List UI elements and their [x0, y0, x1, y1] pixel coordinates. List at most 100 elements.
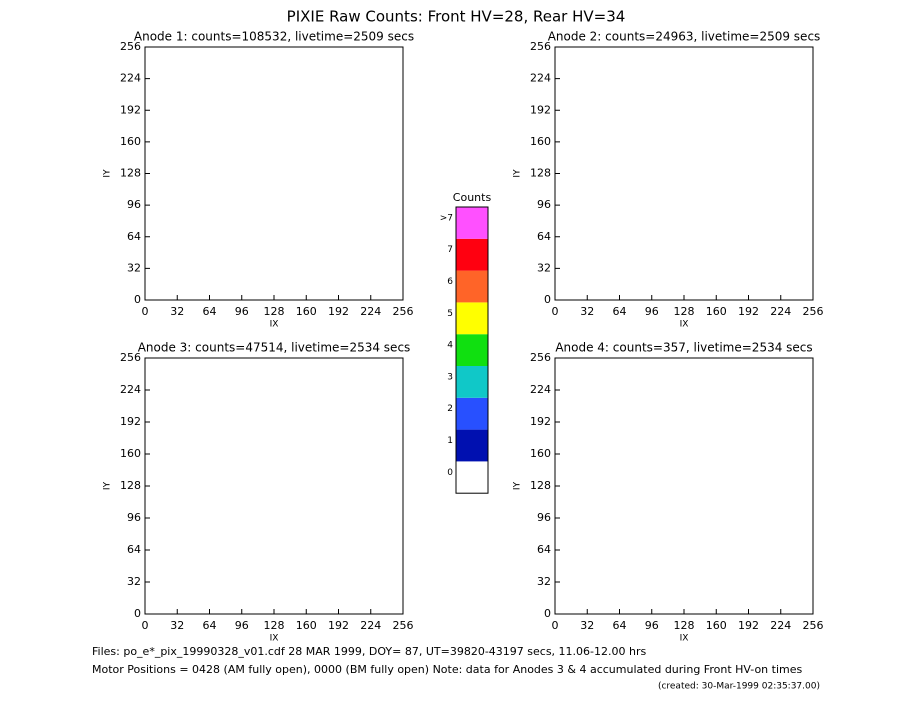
- x-tick-label: 32: [170, 619, 184, 632]
- page-title: PIXIE Raw Counts: Front HV=28, Rear HV=3…: [287, 8, 626, 26]
- y-tick-label: 160: [120, 447, 141, 460]
- colorbar-title: Counts: [453, 191, 492, 204]
- y-tick-label: 256: [120, 40, 141, 53]
- colorbar-label: 4: [447, 341, 453, 351]
- y-tick-label: 32: [537, 261, 551, 274]
- x-tick-label: 160: [296, 305, 317, 318]
- x-tick-label: 0: [142, 305, 149, 318]
- y-tick-label: 160: [530, 135, 551, 148]
- y-tick-label: 96: [537, 511, 551, 524]
- x-tick-label: 256: [803, 619, 824, 632]
- y-tick-label: 160: [530, 447, 551, 460]
- y-tick-label: 96: [127, 198, 141, 211]
- y-tick-label: 64: [127, 230, 141, 243]
- y-axis-label: IY: [103, 481, 113, 490]
- x-tick-label: 256: [393, 305, 414, 318]
- colorbar-label: 3: [447, 372, 453, 382]
- y-tick-label: 0: [544, 607, 551, 620]
- y-tick-label: 32: [127, 261, 141, 274]
- y-tick-label: 192: [120, 103, 141, 116]
- y-tick-label: 160: [120, 135, 141, 148]
- y-tick-label: 64: [537, 230, 551, 243]
- footer-line: (created: 30-Mar-1999 02:35:37.00): [658, 682, 820, 692]
- x-tick-label: 64: [203, 619, 217, 632]
- colorbar-swatch: [456, 302, 488, 335]
- x-tick-label: 224: [770, 619, 791, 632]
- y-tick-label: 32: [127, 575, 141, 588]
- y-tick-label: 64: [127, 543, 141, 556]
- y-tick-label: 192: [530, 415, 551, 428]
- x-tick-label: 64: [203, 305, 217, 318]
- x-tick-label: 96: [235, 619, 249, 632]
- colorbar-label: 5: [447, 309, 453, 319]
- x-tick-label: 160: [706, 305, 727, 318]
- plot-frame: [554, 46, 814, 301]
- footer-line: Files: po_e*_pix_19990328_v01.cdf 28 MAR…: [92, 645, 646, 658]
- x-tick-label: 64: [613, 619, 627, 632]
- colorbar-label: 0: [447, 468, 453, 478]
- colorbar-label: 1: [447, 436, 453, 446]
- x-tick-label: 192: [328, 305, 349, 318]
- x-tick-label: 224: [770, 305, 791, 318]
- x-tick-label: 96: [235, 305, 249, 318]
- colorbar-swatch: [456, 397, 488, 430]
- y-tick-label: 96: [537, 198, 551, 211]
- y-axis-label: IY: [513, 481, 523, 490]
- y-tick-label: 256: [530, 351, 551, 364]
- plot-frame: [144, 46, 404, 301]
- y-tick-label: 224: [120, 383, 141, 396]
- x-tick-label: 0: [552, 305, 559, 318]
- y-axis-label: IY: [513, 169, 523, 178]
- y-tick-label: 256: [120, 351, 141, 364]
- x-tick-label: 32: [580, 619, 594, 632]
- colorbar-label: 2: [447, 404, 453, 414]
- x-tick-label: 128: [674, 619, 695, 632]
- panel-title: Anode 2: counts=24963, livetime=2509 sec…: [548, 30, 821, 44]
- y-tick-label: 128: [530, 479, 551, 492]
- x-tick-label: 224: [360, 305, 381, 318]
- x-tick-label: 224: [360, 619, 381, 632]
- x-tick-label: 32: [580, 305, 594, 318]
- x-tick-label: 0: [552, 619, 559, 632]
- y-tick-label: 0: [544, 293, 551, 306]
- y-tick-label: 192: [530, 103, 551, 116]
- colorbar-swatch: [456, 207, 488, 239]
- colorbar-label: 6: [447, 277, 453, 287]
- footer-line: Motor Positions = 0428 (AM fully open), …: [92, 663, 802, 676]
- x-tick-label: 96: [645, 305, 659, 318]
- x-tick-label: 160: [296, 619, 317, 632]
- x-axis-label: IX: [680, 320, 689, 330]
- colorbar-swatch: [456, 270, 488, 303]
- y-tick-label: 0: [134, 607, 141, 620]
- y-tick-label: 128: [120, 167, 141, 180]
- y-tick-label: 32: [537, 575, 551, 588]
- panel-title: Anode 4: counts=357, livetime=2534 secs: [555, 341, 812, 355]
- x-tick-label: 256: [803, 305, 824, 318]
- x-tick-label: 96: [645, 619, 659, 632]
- plot-frame: [144, 357, 404, 615]
- y-tick-label: 0: [134, 293, 141, 306]
- colorbar-swatch: [456, 461, 488, 494]
- y-tick-label: 224: [530, 72, 551, 85]
- colorbar-swatch: [456, 429, 488, 462]
- x-tick-label: 128: [674, 305, 695, 318]
- x-tick-label: 160: [706, 619, 727, 632]
- plot-frame: [554, 357, 814, 615]
- x-tick-label: 32: [170, 305, 184, 318]
- x-tick-label: 192: [738, 619, 759, 632]
- colorbar-swatch: [456, 366, 488, 398]
- y-tick-label: 128: [530, 167, 551, 180]
- y-axis-label: IY: [103, 169, 113, 178]
- colorbar-swatch: [456, 238, 488, 271]
- x-tick-label: 192: [328, 619, 349, 632]
- x-axis-label: IX: [680, 634, 689, 644]
- x-tick-label: 64: [613, 305, 627, 318]
- colorbar-frame: [455, 206, 489, 494]
- colorbar-label: >7: [440, 213, 453, 223]
- y-tick-label: 128: [120, 479, 141, 492]
- y-tick-label: 192: [120, 415, 141, 428]
- colorbar-swatch: [456, 334, 488, 366]
- colorbar-label: 7: [447, 245, 453, 255]
- x-tick-label: 192: [738, 305, 759, 318]
- panel-title: Anode 1: counts=108532, livetime=2509 se…: [134, 30, 414, 44]
